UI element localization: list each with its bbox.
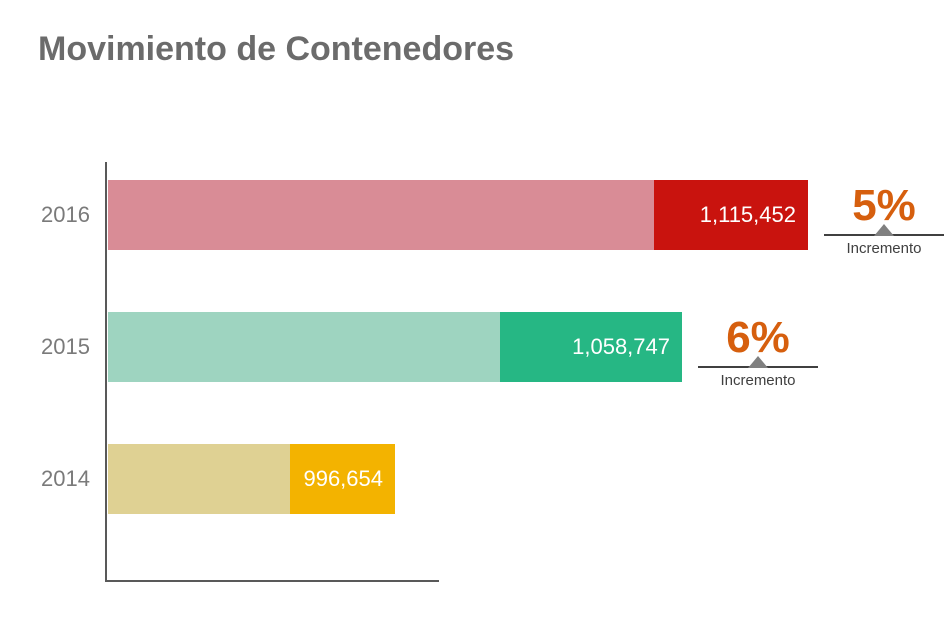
- y-label-2014: 2014: [30, 466, 90, 492]
- bar-2014-value: 996,654: [303, 466, 383, 492]
- y-label-2016: 2016: [30, 202, 90, 228]
- page-title: Movimiento de Contenedores: [38, 30, 514, 69]
- bar-2016-light: [108, 180, 654, 250]
- bar-2016-value: 1,115,452: [700, 202, 796, 228]
- up-arrow-icon: [874, 224, 894, 236]
- increment-2015-label: Incremento: [698, 372, 818, 389]
- bar-2014-light: [108, 444, 290, 514]
- increment-2016-pct: 5%: [824, 184, 944, 228]
- bar-2015-value: 1,058,747: [572, 334, 670, 360]
- increment-2015-pct: 6%: [698, 316, 818, 360]
- bar-2016: 1,115,452: [108, 180, 808, 250]
- increment-2015: 6% Incremento: [698, 316, 818, 389]
- increment-2016-label: Incremento: [824, 240, 944, 257]
- up-arrow-icon: [748, 356, 768, 368]
- bar-2015: 1,058,747: [108, 312, 682, 382]
- x-axis-line: [105, 580, 439, 582]
- increment-2016: 5% Incremento: [824, 184, 944, 257]
- y-axis-line: [105, 162, 107, 580]
- y-label-2015: 2015: [30, 334, 90, 360]
- chart-area: 2016 1,115,452 5% Incremento 2015 1,058,…: [38, 180, 910, 600]
- bar-2015-light: [108, 312, 500, 382]
- bar-2014: 996,654: [108, 444, 395, 514]
